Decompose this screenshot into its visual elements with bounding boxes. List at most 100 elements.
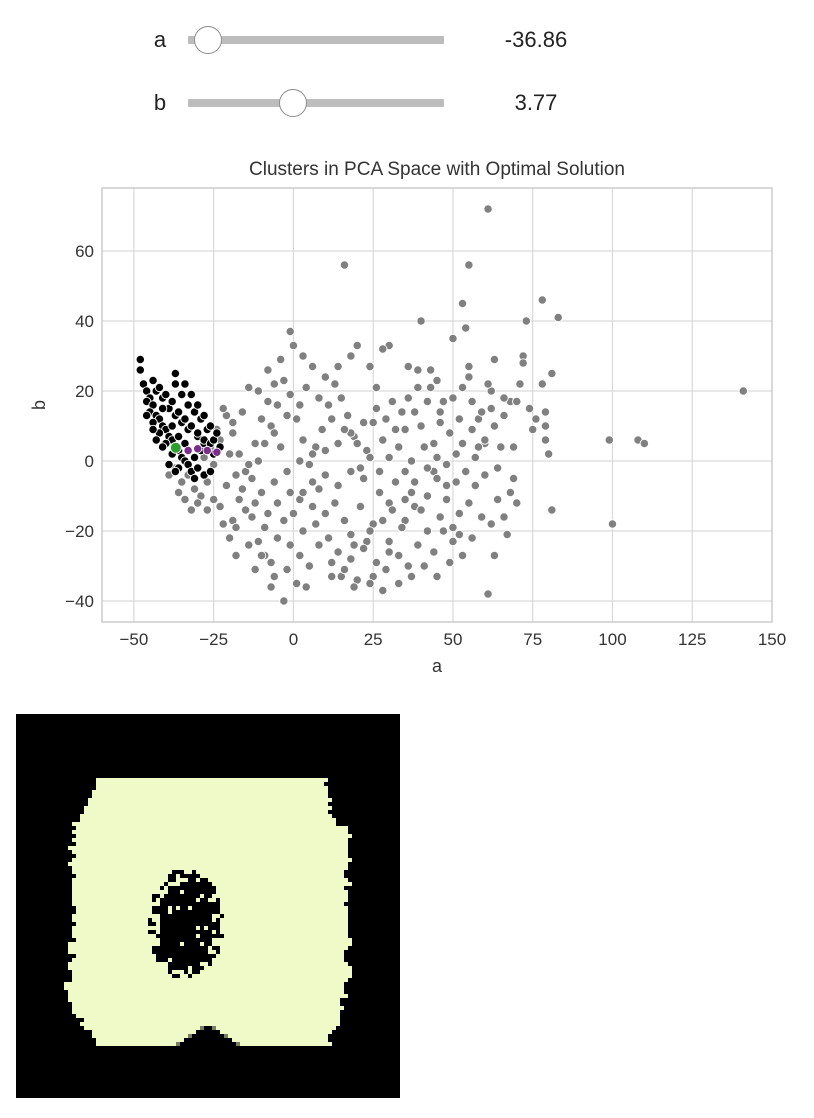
data-point: [314, 484, 324, 494]
slider-a-row: a -36.86: [0, 20, 814, 60]
data-point: [454, 508, 464, 519]
cluster-point: [142, 410, 152, 421]
data-point: [410, 407, 420, 417]
cluster-point: [151, 435, 161, 445]
data-point: [323, 400, 334, 410]
data-point: [540, 407, 551, 417]
cluster-point: [186, 389, 196, 400]
data-point: [339, 260, 350, 270]
data-point: [276, 354, 286, 365]
data-point: [333, 361, 343, 372]
data-point: [323, 533, 334, 543]
data-point: [448, 393, 458, 403]
data-point: [333, 547, 343, 557]
data-point: [467, 396, 477, 407]
data-point: [352, 438, 362, 449]
slider-b-track[interactable]: [188, 89, 444, 117]
data-point: [483, 379, 493, 389]
slider-b-handle[interactable]: [278, 89, 307, 117]
path-point: [193, 444, 203, 454]
data-point: [269, 477, 279, 487]
x-tick-label: 150: [758, 630, 786, 649]
data-point: [244, 459, 254, 470]
data-point: [400, 494, 410, 505]
data-point: [247, 473, 257, 484]
data-point: [320, 372, 330, 382]
data-point: [483, 204, 493, 214]
data-point: [429, 438, 439, 449]
data-point: [441, 480, 452, 491]
data-point: [256, 414, 267, 424]
cluster-point: [157, 442, 168, 452]
data-point: [505, 487, 516, 498]
data-point: [461, 323, 471, 333]
data-point: [298, 351, 308, 361]
data-point: [269, 428, 279, 438]
data-point: [403, 393, 413, 403]
data-point: [193, 498, 203, 508]
data-point: [327, 557, 337, 568]
data-point: [285, 389, 295, 400]
data-point: [489, 550, 500, 561]
data-point: [301, 382, 311, 393]
slider-a-handle[interactable]: [194, 26, 223, 54]
data-point: [269, 571, 279, 582]
data-point: [387, 505, 397, 515]
cluster-point: [199, 410, 209, 421]
data-point: [457, 438, 468, 449]
data-point: [448, 522, 458, 533]
data-point: [467, 533, 477, 543]
cluster-point: [193, 463, 203, 473]
data-point: [295, 456, 305, 466]
optimal-solution-point: [169, 441, 182, 454]
chart-grid: [102, 188, 772, 622]
data-point: [483, 589, 493, 599]
data-point: [403, 361, 413, 372]
data-point: [304, 459, 315, 470]
data-point: [496, 442, 506, 452]
data-point: [489, 354, 500, 365]
data-point: [231, 550, 241, 561]
data-point: [422, 463, 433, 473]
data-point: [432, 473, 442, 484]
data-point: [231, 522, 241, 533]
data-point: [221, 480, 232, 491]
data-point: [333, 480, 343, 491]
data-point: [336, 393, 346, 403]
data-point: [272, 400, 283, 410]
data-point: [307, 361, 318, 372]
data-point: [604, 435, 614, 445]
y-tick-label: −20: [65, 522, 94, 541]
cluster-point: [193, 428, 203, 438]
cluster-point: [154, 382, 165, 393]
y-axis-label: b: [29, 400, 49, 410]
data-point: [358, 417, 369, 428]
data-point: [352, 340, 362, 351]
y-tick-label: 40: [75, 312, 94, 331]
data-point: [384, 547, 394, 557]
slider-a-track[interactable]: [188, 26, 444, 54]
data-point: [291, 578, 302, 589]
cluster-point: [193, 400, 203, 410]
data-point: [378, 585, 388, 596]
data-point: [400, 424, 410, 435]
pca-scatter-chart: Clusters in PCA Space with Optimal Solut…: [29, 159, 786, 676]
y-tick-label: 20: [75, 382, 94, 401]
data-point: [406, 456, 417, 466]
data-point: [419, 442, 429, 452]
data-point: [547, 368, 557, 379]
cluster-point: [161, 389, 171, 400]
data-point: [457, 382, 468, 393]
data-point: [253, 456, 263, 466]
data-point: [272, 498, 283, 508]
data-point: [464, 498, 474, 508]
data-point: [381, 414, 391, 424]
data-point: [422, 526, 433, 536]
data-point: [384, 452, 394, 463]
data-point: [320, 470, 330, 480]
data-point: [461, 466, 471, 477]
cluster-point: [180, 414, 190, 424]
data-point: [250, 498, 260, 508]
data-point: [253, 386, 263, 396]
data-point: [276, 442, 286, 452]
